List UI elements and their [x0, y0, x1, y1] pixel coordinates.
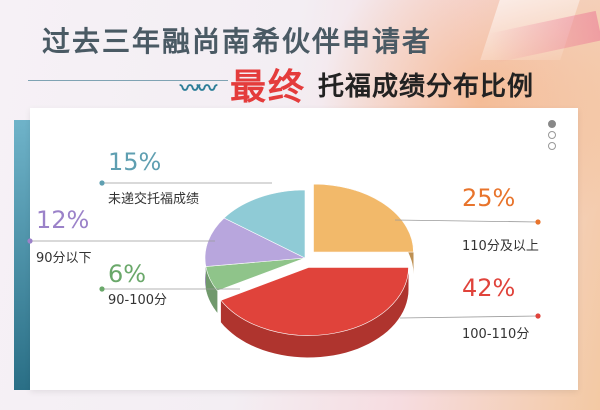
slice-label: 12% 90分以下 [27, 206, 215, 266]
label-dot [535, 313, 541, 319]
pie-slice [223, 189, 306, 259]
pagination-dots [548, 120, 558, 153]
slice-category: 110分及以上 [462, 239, 539, 254]
slice-percent: 15% [108, 148, 161, 176]
pie-slice [313, 183, 414, 253]
slice-label: 25% 110分及以上 [394, 184, 541, 254]
slice-percent: 42% [462, 274, 515, 302]
slice-percent: 25% [462, 184, 515, 212]
wave-icon: 〰〰 [180, 76, 217, 100]
title-accent: 最终 [230, 67, 307, 108]
slice-label: 15% 未递交托福成绩 [99, 148, 272, 207]
label-dot [99, 286, 105, 292]
label-dot [99, 180, 105, 186]
title-divider [28, 80, 228, 81]
card-side-strip [14, 120, 30, 390]
slice-category: 90分以下 [36, 251, 92, 266]
title-rest: 托福成绩分布比例 [318, 72, 535, 102]
slice-label: 42% 100-110分 [399, 274, 541, 342]
title-line-1: 过去三年融尚南希伙伴申请者 [42, 25, 433, 58]
slice-category: 100-110分 [462, 327, 529, 342]
slice-percent: 6% [108, 260, 146, 288]
slice-label: 6% 90-100分 [99, 260, 240, 308]
slice-percent: 12% [36, 206, 89, 234]
label-dot [535, 219, 541, 225]
slice-category: 未递交托福成绩 [108, 191, 199, 207]
slice-category: 90-100分 [108, 293, 167, 308]
pie-slice [220, 267, 409, 336]
label-dot [27, 238, 33, 244]
pie-slice-side [205, 266, 218, 313]
pie-slice-side [220, 267, 409, 358]
